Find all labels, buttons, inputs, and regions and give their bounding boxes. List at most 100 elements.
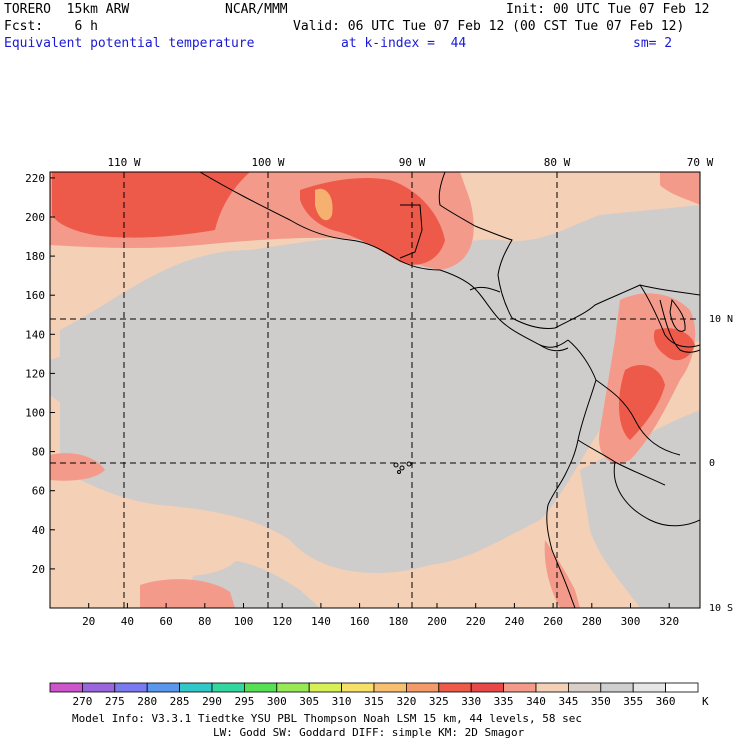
colorbar-swatch <box>600 682 634 693</box>
x-index-label: 180 <box>388 615 408 628</box>
colorbar-label: 270 <box>72 695 92 708</box>
x-index-label: 100 <box>234 615 254 628</box>
y-index-label: 60 <box>32 485 45 498</box>
colorbar-label: 350 <box>591 695 611 708</box>
colorbar-swatch <box>308 682 343 693</box>
colorbar-label: 285 <box>170 695 190 708</box>
colorbar-swatch <box>146 682 180 693</box>
colorbar-swatch <box>438 682 472 693</box>
cool-region-west <box>50 350 133 407</box>
latitude-labels: 10 N 0 10 S <box>709 314 733 614</box>
x-index-label: 60 <box>159 615 172 628</box>
y-index-label: 40 <box>32 524 45 537</box>
coast-panama <box>539 344 569 352</box>
border-colombia <box>595 379 681 456</box>
x-index-labels: 20 40 60 80 100 120 140 160 180 200 220 240 260 280 30… <box>82 615 679 628</box>
model-info-line1: Model Info: V3.3.1 Tiedtke YSU PBL Thomp… <box>72 712 582 725</box>
colorbar-swatch <box>568 682 602 693</box>
field-shading <box>50 172 700 608</box>
y-index-label: 200 <box>25 211 45 224</box>
x-index-label: 280 <box>582 615 602 628</box>
y-index-label: 20 <box>32 563 45 576</box>
x-index-label: 220 <box>466 615 486 628</box>
y-index-labels: 20 40 60 80 100 120 140 160 180 200 220 <box>25 172 45 576</box>
border-nicaragua <box>469 286 501 293</box>
colorbar-swatch <box>373 682 407 693</box>
x-tick-marks <box>88 603 670 608</box>
colorbar-label: 305 <box>299 695 319 708</box>
colorbar-labels: 270 275 280 285 290 295 300 305 310 315 320 325 330 3… <box>72 695 675 708</box>
colorbar-swatch <box>276 682 310 693</box>
model-info-line2: LW: Godd SW: Goddard DIFF: simple KM: 2D… <box>213 726 525 739</box>
x-index-label: 80 <box>198 615 211 628</box>
hot-region-colombia <box>618 365 665 440</box>
colorbar-label: 345 <box>558 695 578 708</box>
lon-label: 80 W <box>544 156 571 169</box>
y-index-label: 80 <box>32 446 45 459</box>
longitude-labels: 110 W 100 W 90 W 80 W 70 W <box>107 156 713 169</box>
colorbar <box>49 682 699 693</box>
colorbar-label: 295 <box>234 695 254 708</box>
colorbar-label: 310 <box>332 695 352 708</box>
coast-mexico-north <box>438 172 476 227</box>
lon-label: 70 W <box>687 156 714 169</box>
colorbar-label: 290 <box>202 695 222 708</box>
forecast-hour: Fcst: 6 h <box>4 19 98 34</box>
x-index-label: 160 <box>350 615 370 628</box>
lon-label: 100 W <box>251 156 284 169</box>
colorbar-swatch <box>341 682 375 693</box>
lon-label: 90 W <box>399 156 426 169</box>
coast-central-america <box>439 269 569 348</box>
x-index-label: 20 <box>82 615 95 628</box>
x-index-label: 240 <box>504 615 524 628</box>
coast-venezuela-north <box>639 284 700 348</box>
model-name: TORERO 15km ARW <box>4 2 130 17</box>
hot-region-mexico <box>300 178 445 265</box>
x-index-label: 300 <box>621 615 641 628</box>
colorbar-label: 325 <box>429 695 449 708</box>
lat-label: 10 N <box>709 314 733 325</box>
colorbar-swatch <box>665 682 699 693</box>
field-name: Equivalent potential temperature <box>4 36 255 51</box>
level-index: at k-index = 44 <box>341 36 467 51</box>
colorbar-swatch <box>82 682 116 693</box>
coastlines <box>199 172 700 608</box>
coast-caribbean <box>474 225 700 329</box>
colorbar-swatch <box>179 682 213 693</box>
colorbar-label: 300 <box>267 695 287 708</box>
colorbar-swatch <box>243 682 278 693</box>
border-peru <box>613 461 700 527</box>
y-index-label: 220 <box>25 172 45 185</box>
hottest-spot <box>315 188 333 221</box>
colorbar-swatch <box>211 682 245 693</box>
colorbar-label: 360 <box>656 695 676 708</box>
lon-label: 110 W <box>107 156 140 169</box>
colorbar-label: 275 <box>105 695 125 708</box>
lat-label: 0 <box>709 458 715 469</box>
cool-region-central <box>60 205 700 573</box>
valid-time: Valid: 06 UTC Tue 07 Feb 12 (00 CST Tue … <box>293 19 685 34</box>
colorbar-label: 315 <box>364 695 384 708</box>
colorbar-unit: K <box>702 695 709 708</box>
colorbar-label: 280 <box>137 695 157 708</box>
colorbar-label: 330 <box>461 695 481 708</box>
y-index-label: 160 <box>25 289 45 302</box>
y-index-label: 120 <box>25 367 45 380</box>
x-index-label: 140 <box>311 615 331 628</box>
colorbar-swatch <box>49 682 83 693</box>
colorbar-swatch <box>470 682 505 693</box>
coast-mexico <box>199 172 441 271</box>
warm-region-northeast <box>660 172 700 205</box>
colorbar-label: 320 <box>396 695 416 708</box>
colorbar-label: 355 <box>623 695 643 708</box>
x-index-label: 260 <box>543 615 563 628</box>
border-venezuela <box>659 299 700 353</box>
colorbar-label: 335 <box>494 695 514 708</box>
colorbar-swatch <box>632 682 667 693</box>
graticule <box>50 172 700 608</box>
x-index-label: 320 <box>659 615 679 628</box>
y-tick-marks <box>50 177 55 570</box>
y-index-label: 100 <box>25 407 45 420</box>
plot-frame <box>49 171 701 609</box>
